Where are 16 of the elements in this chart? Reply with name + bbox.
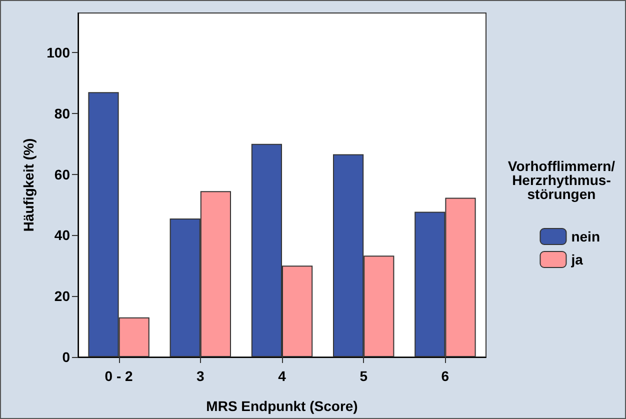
legend-label: ja: [570, 252, 584, 268]
y-tick-label: 80: [54, 105, 70, 122]
x-tick-label: 3: [196, 368, 204, 384]
x-tick-label: 0 - 2: [104, 368, 134, 384]
y-axis-title: Häufigkeit (%): [20, 138, 37, 232]
y-tick-label: 20: [54, 288, 70, 304]
legend-label: nein: [571, 228, 600, 244]
y-tick-label: 40: [54, 227, 70, 244]
y-tick-label: 60: [54, 166, 70, 182]
x-axis-title: MRS Endpunkt (Score): [206, 398, 358, 414]
legend-title: Vorhofflimmern/ Herzrhythmus- störungen: [508, 158, 616, 202]
x-tick-label: 6: [441, 368, 450, 384]
y-tick-label: 100: [46, 44, 70, 61]
x-tick-label: 4: [278, 368, 286, 384]
y-tick-label: 0: [62, 349, 70, 365]
x-tick-label: 5: [360, 368, 368, 384]
